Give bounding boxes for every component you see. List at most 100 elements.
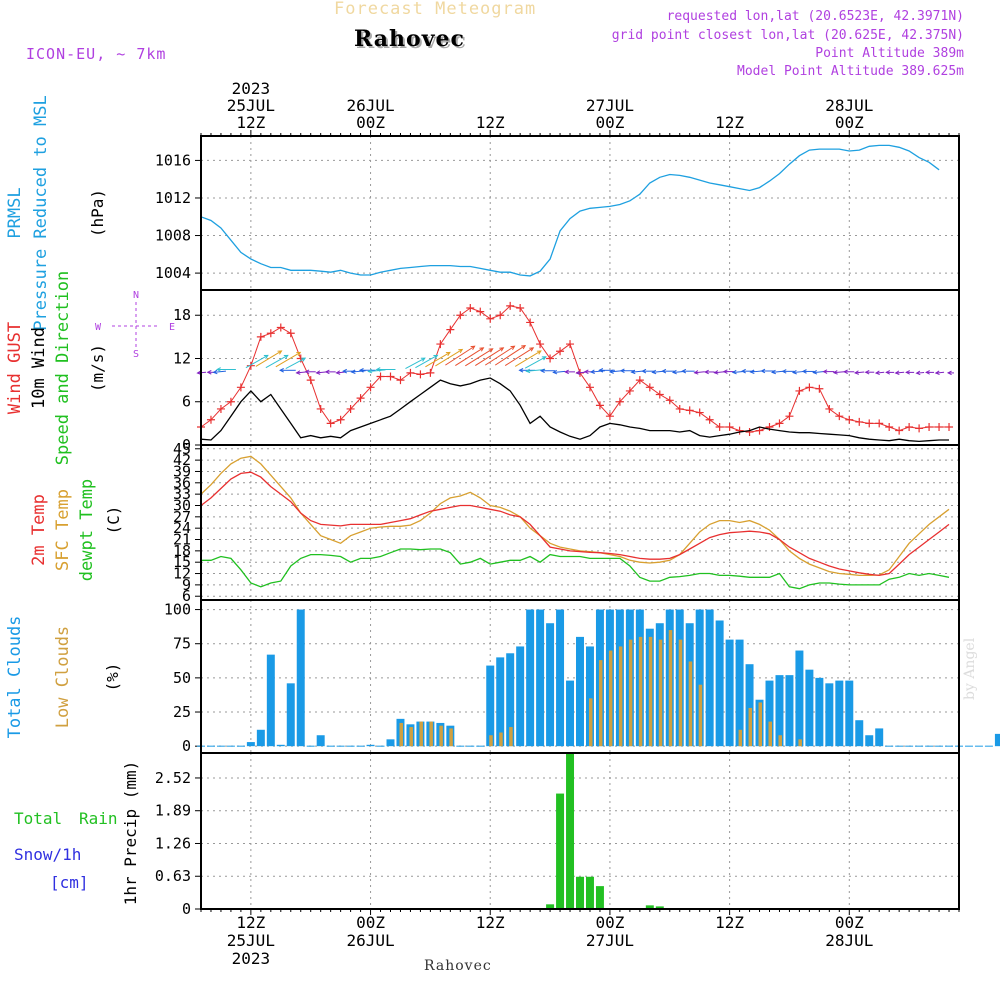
rain-bar — [585, 876, 594, 909]
pressure-unit: (hPa) — [88, 189, 107, 237]
wind-gust-marker — [585, 383, 594, 392]
y-tick-label: 12 — [173, 349, 191, 367]
wind-direction-arrowhead — [367, 368, 373, 374]
y-tick-label: 18 — [173, 306, 191, 324]
y-tick-label: 1004 — [155, 264, 191, 282]
total-cloud-bar — [266, 654, 275, 747]
wind-direction-arrowhead — [296, 351, 302, 357]
wind-gust-marker — [406, 368, 415, 377]
total-cloud-bar — [735, 639, 744, 747]
total-label: Total — [14, 809, 62, 828]
low-cloud-bar — [618, 646, 623, 747]
total-cloud-bar — [556, 609, 565, 747]
wind-direction-arrowhead — [671, 369, 677, 375]
total-cloud-bar — [486, 665, 495, 747]
wind-direction-arrow — [296, 371, 306, 374]
wind-gust-marker — [915, 424, 924, 433]
time-label-top: 12Z — [236, 113, 265, 132]
wind-direction-arrowhead — [279, 368, 284, 373]
panel-frame — [200, 752, 960, 910]
wind-direction-arrowhead — [731, 369, 737, 375]
total-cloud-bar — [296, 609, 305, 747]
footer-location: Rahovec — [424, 958, 492, 974]
rain-bar — [566, 753, 575, 909]
wind-gust-marker — [935, 422, 944, 431]
wind-gust-marker — [376, 372, 385, 381]
sfc-temp-line — [200, 455, 950, 577]
total-cloud-bar — [855, 720, 864, 747]
low-cloud-bar — [658, 639, 663, 747]
wind-gust-marker — [805, 383, 814, 392]
wind-direction-arrow — [316, 371, 326, 374]
wind-direction-arrow — [455, 347, 484, 366]
wind-panel: 0 6 12 18 — [173, 301, 955, 454]
wind-direction-arrow — [405, 357, 426, 370]
wind-direction-arrow — [484, 345, 515, 366]
low-cloud-bar — [409, 727, 413, 747]
requested-coords: requested lon,lat (20.6523E, 42.3971N) — [666, 9, 964, 24]
wind-gust-marker — [386, 372, 395, 381]
time-label-top: 27JUL — [586, 96, 634, 115]
wind-direction-arrow — [714, 371, 725, 374]
y-tick-label: 6 — [182, 393, 191, 411]
wind-direction-arrowhead — [885, 370, 891, 375]
wind-gust-marker — [566, 340, 575, 349]
wind-gust-marker — [775, 419, 784, 428]
y-tick-label: 33 — [173, 485, 191, 503]
wind-direction-arrowhead — [864, 369, 870, 375]
wind-gust-marker — [356, 394, 365, 403]
credit-label: by Angel — [962, 637, 978, 700]
wind-gust-marker — [426, 368, 435, 377]
wind-gust-marker — [446, 325, 455, 334]
total-cloud-bar — [805, 669, 814, 747]
wind-gust-marker — [755, 426, 764, 435]
wind-gust-marker — [795, 386, 804, 395]
point-altitude: Point Altitude 389m — [815, 46, 964, 61]
wind-gust-marker — [316, 404, 325, 413]
wind-gust-marker — [396, 376, 405, 385]
pressure-panel: 1004 1008 1012 1016 — [155, 144, 940, 282]
low-cloud-bar — [798, 739, 802, 747]
rain-label: Rain — [79, 809, 118, 828]
y-tick-label: 1.26 — [155, 834, 191, 852]
wind-direction-arrow — [524, 356, 547, 369]
wind-direction-arrowhead — [315, 370, 321, 375]
wind-direction-arrowhead — [791, 369, 797, 375]
y-tick-label: 12 — [173, 565, 191, 583]
time-label-top: 12Z — [715, 113, 744, 132]
total-cloud-bar — [496, 657, 505, 747]
wind-gust-marker — [865, 419, 874, 428]
total-cloud-bar — [566, 680, 575, 747]
wind-direction-arrowhead — [350, 369, 356, 374]
wind-direction-arrowhead — [661, 368, 667, 374]
total-cloud-bar — [785, 675, 794, 747]
wind-gust-marker — [645, 383, 654, 392]
wind-direction-arrowhead — [608, 369, 614, 374]
wind-direction-arrow — [213, 370, 226, 373]
wind-gust-marker — [835, 412, 844, 421]
time-label-bottom: 00Z — [595, 913, 624, 932]
time-label-top: 00Z — [595, 113, 624, 132]
wind-direction-arrowhead — [196, 370, 202, 375]
panel-frame — [200, 135, 960, 291]
wind-gust-marker — [785, 412, 794, 421]
total-cloud-bar — [246, 742, 255, 747]
wind-direction-arrow — [351, 370, 366, 373]
grid-point-coords: grid point closest lon,lat (20.625E, 42.… — [611, 28, 964, 43]
total-cloud-bar — [725, 639, 734, 747]
y-tick-label: 2.52 — [155, 769, 191, 787]
wind-gust-label: Wind GUST — [5, 322, 25, 414]
model-label: ICON-EU, ~ 7km — [26, 45, 167, 63]
y-tick-label: 24 — [173, 519, 191, 537]
time-label-top: 00Z — [356, 113, 385, 132]
wind-direction-arrowhead — [915, 370, 921, 376]
wind-direction-arrow — [813, 371, 825, 374]
wind-gust-marker — [546, 354, 555, 363]
wind-speed-line — [200, 377, 949, 443]
product-title: Forecast Meteogram — [334, 0, 537, 19]
total-cloud-bar — [536, 609, 545, 747]
low-cloud-bar — [668, 630, 673, 747]
wind-direction-arrowhead — [894, 370, 900, 375]
total-cloud-bar — [795, 650, 804, 747]
wind-direction-arrowhead — [843, 369, 848, 375]
